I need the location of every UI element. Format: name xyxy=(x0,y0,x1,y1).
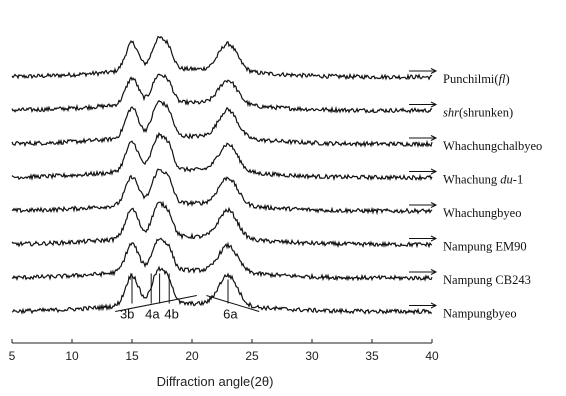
x-tick-label: 5 xyxy=(9,349,16,363)
series-arrow-icon xyxy=(409,269,438,275)
trace-series-2 xyxy=(11,73,433,114)
series-arrow-icon xyxy=(409,235,438,242)
trace-series-3 xyxy=(11,100,433,148)
peak-label-3b: 3b xyxy=(120,307,134,322)
series-label: shr(shrunken) xyxy=(443,106,513,120)
x-tick-label: 30 xyxy=(305,349,319,363)
series-arrow-icon xyxy=(409,168,438,175)
diffraction-traces xyxy=(11,35,433,316)
series-arrow-icon xyxy=(409,101,438,108)
x-tick-label: 35 xyxy=(365,349,379,363)
series-arrow-icon xyxy=(409,202,438,208)
series-label: Whachung du-1 xyxy=(443,173,523,187)
x-axis-title: Diffraction angle(2θ) xyxy=(157,374,274,389)
x-tick-label: 20 xyxy=(185,349,199,363)
peak-label-4b: 4b xyxy=(164,307,178,322)
baseline-tangent-left xyxy=(115,295,197,312)
x-tick-label: 10 xyxy=(65,349,79,363)
series-label: Whachungbyeo xyxy=(443,206,521,220)
series-labels: Punchilmi(fl) shr(shrunken) Whachungchalby… xyxy=(409,68,542,321)
trace-series-6 xyxy=(11,200,433,249)
x-axis: 5 10 15 20 25 30 35 40 xyxy=(9,339,439,363)
x-tick-label: 25 xyxy=(245,349,259,363)
x-tick-label: 15 xyxy=(125,349,139,363)
peak-label-4a: 4a xyxy=(145,307,160,322)
trace-series-5 xyxy=(11,168,433,216)
series-arrow-icon xyxy=(409,302,438,309)
peak-label-6a: 6a xyxy=(223,307,238,322)
trace-series-7 xyxy=(11,237,433,282)
x-tick-label: 40 xyxy=(425,349,439,363)
series-arrow-icon xyxy=(409,68,438,74)
baseline-tangent-right xyxy=(206,295,260,312)
series-label: Nampungbyeo xyxy=(443,307,517,321)
series-label: Nampung EM90 xyxy=(443,240,527,254)
series-label: Punchilmi(fl) xyxy=(443,72,510,86)
series-arrow-icon xyxy=(409,135,438,141)
trace-series-4 xyxy=(11,131,433,182)
series-label: Whachungchalbyeo xyxy=(443,139,542,153)
trace-series-8 xyxy=(11,265,433,316)
series-label: Nampung CB243 xyxy=(443,273,531,287)
peak-annotations: 3b 4a 4b 6a xyxy=(115,273,260,322)
trace-series-1 xyxy=(11,35,433,81)
